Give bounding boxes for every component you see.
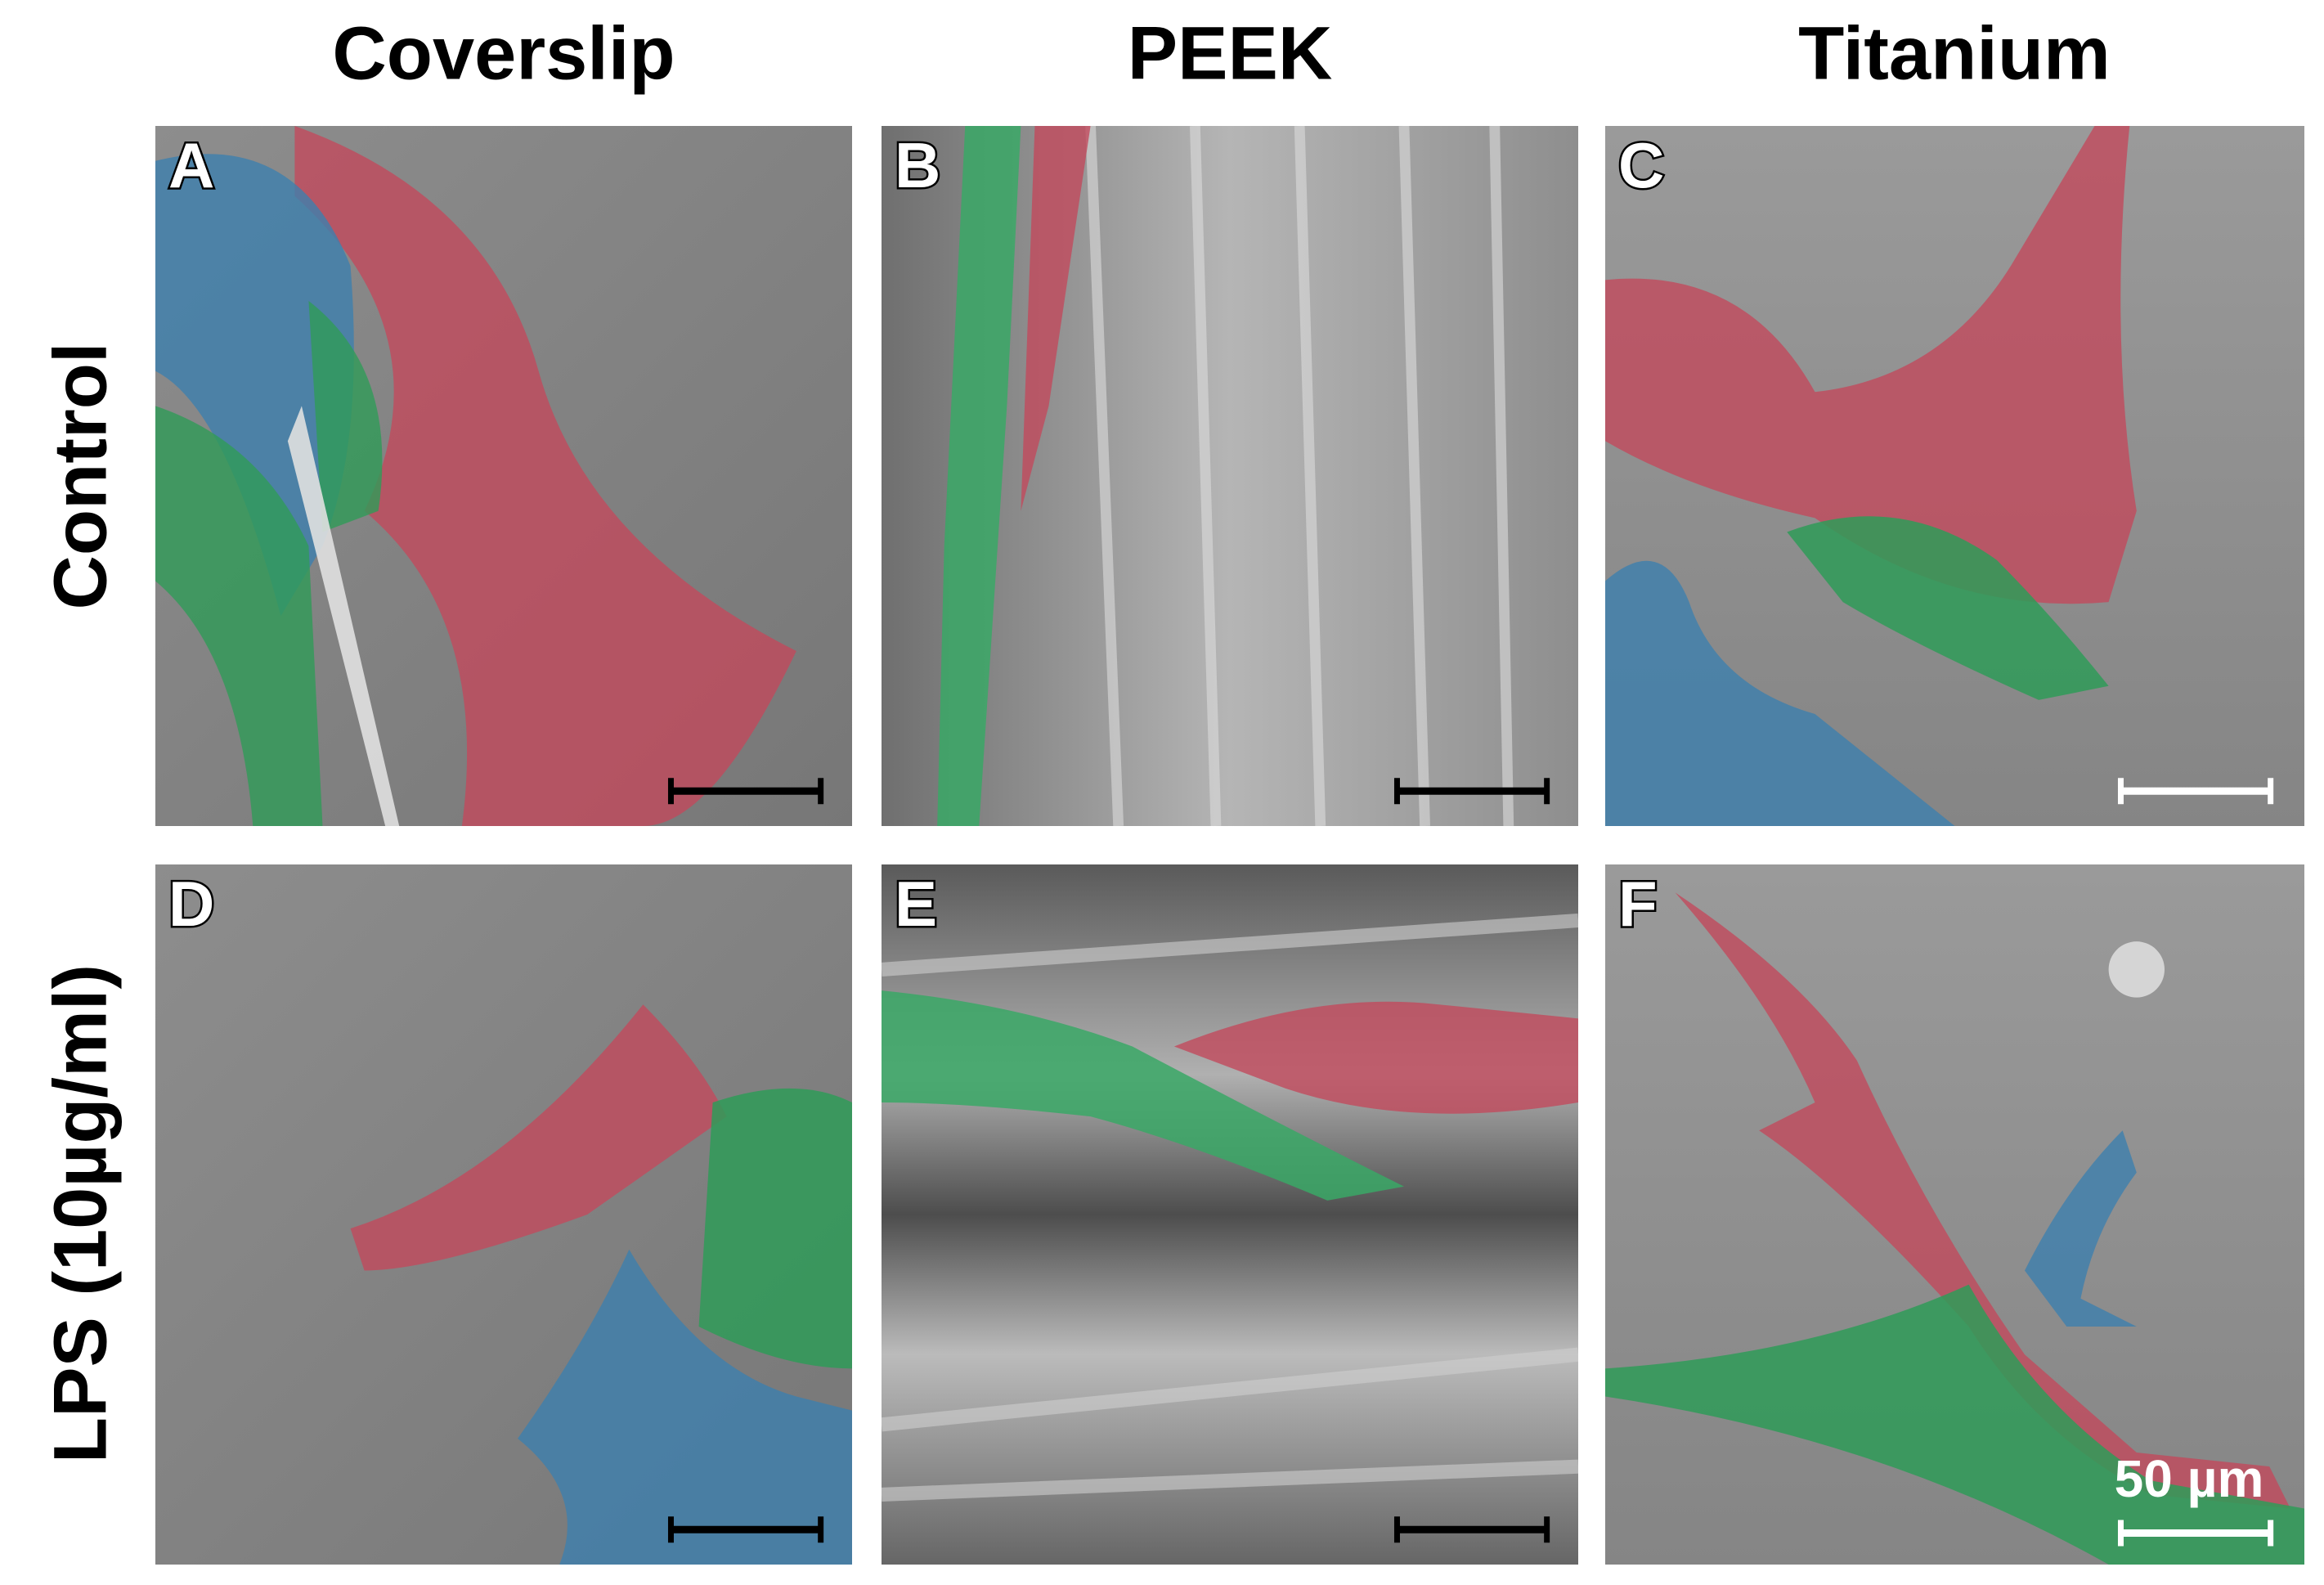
column-header: PEEK xyxy=(1128,11,1333,95)
panel-label: D xyxy=(168,868,214,940)
sem-image xyxy=(882,864,1578,1565)
sem-image xyxy=(882,126,1578,826)
panel-label: E xyxy=(895,868,937,940)
column-header: Coverslip xyxy=(332,11,675,95)
panel-labels: A B C D E F xyxy=(167,127,1667,941)
column-header: Titanium xyxy=(1798,11,2111,95)
panel-label: F xyxy=(1618,868,1658,940)
scale-bars xyxy=(667,778,2274,1547)
scale-bar-label: 50 µm xyxy=(2115,1449,2264,1508)
sem-image xyxy=(1605,126,2304,826)
panel-label: C xyxy=(1618,129,1664,201)
sem-image xyxy=(1605,864,2304,1565)
panel-label: A xyxy=(168,129,214,201)
sem-image xyxy=(155,126,852,826)
panel-label: B xyxy=(895,129,940,201)
row-label: Control xyxy=(38,342,122,609)
sem-image xyxy=(155,864,852,1565)
row-label: LPS (10µg/ml) xyxy=(38,964,122,1463)
